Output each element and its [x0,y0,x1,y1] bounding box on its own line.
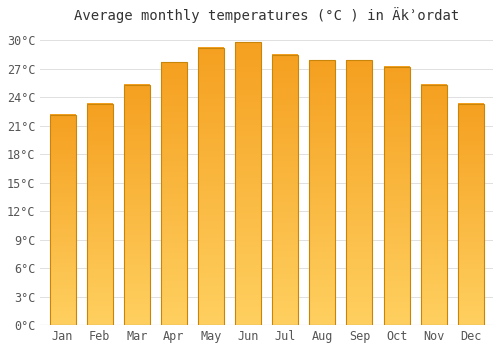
Bar [384,67,409,325]
Title: Average monthly temperatures (°C ) in Äkʾordat: Average monthly temperatures (°C ) in Äk… [74,7,460,23]
Bar [310,61,336,325]
Bar [458,104,484,325]
Bar [346,61,372,325]
Bar [272,55,298,325]
Bar [50,114,76,325]
Bar [198,48,224,325]
Bar [420,85,446,325]
Bar [235,42,261,325]
Bar [161,62,187,325]
Bar [86,104,113,325]
Bar [124,85,150,325]
